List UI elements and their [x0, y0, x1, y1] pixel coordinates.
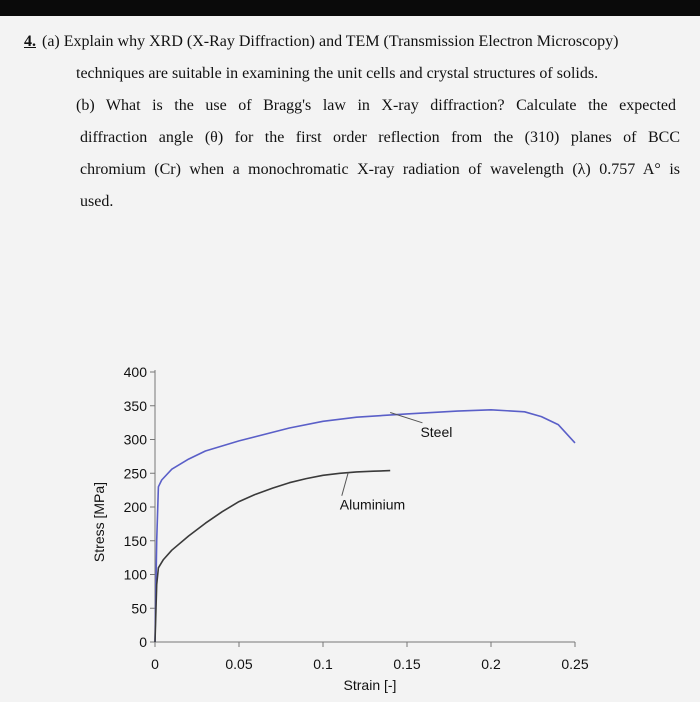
steel-label: Steel — [420, 424, 452, 440]
part-a-line-2: techniques are suitable in examining the… — [76, 65, 599, 82]
x-tick-label: 0 — [151, 656, 159, 672]
x-tick-label: 0.25 — [561, 656, 588, 672]
y-tick-label: 100 — [124, 567, 148, 583]
part-a-label: (a) — [42, 33, 60, 50]
part-b-line-2: diffraction angle (θ) for the first orde… — [80, 129, 680, 146]
aluminium-label: Aluminium — [340, 497, 405, 513]
question-line-3: (b) What is the use of Bragg's law in X-… — [24, 90, 684, 122]
y-tick-label: 0 — [139, 634, 147, 650]
chart-ticks: 0 50 100 150 200 250 300 350 400 0 0.05 0.1 0.15 0.2 0… — [124, 364, 589, 672]
question-line-5: chromium (Cr) when a monochromatic X-ray… — [24, 154, 684, 186]
question-line-6: used. — [24, 186, 684, 218]
x-tick-label: 0.15 — [393, 656, 420, 672]
top-black-bar — [0, 0, 700, 16]
y-tick-label: 150 — [124, 533, 148, 549]
chart-series — [154, 408, 576, 643]
part-b-line-1: What is the use of Bragg's law in X-ray … — [105, 97, 676, 114]
question-number: 4. — [24, 33, 36, 50]
y-tick-label: 250 — [124, 465, 148, 481]
x-tick-label: 0.05 — [225, 656, 252, 672]
x-tick-label: 0.2 — [481, 656, 501, 672]
chart-annotations: Steel Aluminium — [340, 412, 452, 513]
y-tick-label: 300 — [124, 432, 148, 448]
question-line-4: diffraction angle (θ) for the first orde… — [24, 122, 684, 154]
part-b-line-1-wrap: (b) What is the use of Bragg's law in X-… — [76, 90, 676, 122]
y-tick-label: 350 — [124, 398, 148, 414]
x-tick-label: 0.1 — [313, 656, 333, 672]
question-text: 4. (a) Explain why XRD (X-Ray Diffractio… — [24, 26, 684, 218]
part-b-label: (b) — [76, 97, 95, 114]
part-a-line-1: Explain why XRD (X-Ray Diffraction) and … — [63, 33, 619, 50]
y-axis-label: Stress [MPa] — [91, 482, 107, 562]
steel-leader-line — [390, 412, 423, 424]
aluminium-leader-line — [341, 472, 349, 496]
x-axis-label: Strain [-] — [344, 677, 397, 693]
part-b-line-3: chromium (Cr) when a monochromatic X-ray… — [80, 161, 680, 178]
y-tick-label: 50 — [131, 600, 147, 616]
question-line-1: 4. (a) Explain why XRD (X-Ray Diffractio… — [24, 26, 684, 58]
part-b-line-4: used. — [80, 193, 114, 210]
steel-curve — [154, 408, 576, 643]
y-tick-label: 400 — [124, 364, 148, 380]
y-tick-label: 200 — [124, 499, 148, 515]
question-line-2: techniques are suitable in examining the… — [24, 58, 684, 90]
aluminium-curve — [154, 469, 391, 643]
